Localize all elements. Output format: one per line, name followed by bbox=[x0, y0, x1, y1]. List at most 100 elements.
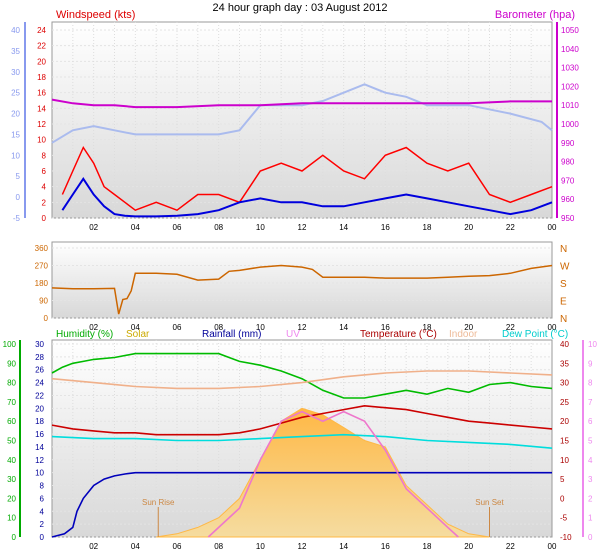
uv-tick-label: 2 bbox=[588, 494, 593, 503]
climate-x-tick-label: 00 bbox=[548, 542, 557, 551]
wind-tick-label: 18 bbox=[37, 73, 46, 82]
direction-x-tick-label: 06 bbox=[173, 323, 182, 332]
rain-tick-label: 30 bbox=[35, 340, 44, 349]
gust-tick-label: 5 bbox=[16, 172, 21, 181]
temperature-tick-label: -5 bbox=[560, 514, 568, 523]
wind-tick-label: 12 bbox=[37, 120, 46, 129]
gust-tick-label: 30 bbox=[11, 68, 20, 77]
barometer-tick-label: 1050 bbox=[561, 26, 579, 35]
humidity-tick-label: 80 bbox=[7, 379, 16, 388]
wind-tick-label: 20 bbox=[37, 57, 46, 66]
wind-tick-label: 10 bbox=[37, 136, 46, 145]
gust-tick-label: 10 bbox=[11, 151, 20, 160]
rain-tick-label: 12 bbox=[35, 456, 44, 465]
temperature-tick-label: -10 bbox=[560, 533, 572, 542]
barometer-tick-label: 1020 bbox=[561, 82, 579, 91]
temperature-tick-label: 5 bbox=[560, 475, 565, 484]
rain-tick-label: 8 bbox=[40, 482, 45, 491]
series-line bbox=[51, 264, 553, 315]
series-line bbox=[51, 83, 553, 144]
gust-tick-label: 25 bbox=[11, 89, 20, 98]
legend-item: Humidity (%) bbox=[56, 329, 113, 340]
panel-wind-background bbox=[51, 21, 553, 219]
gust-tick-label: 40 bbox=[11, 26, 20, 35]
climate-x-tick-label: 20 bbox=[464, 542, 473, 551]
wind-x-tick-label: 06 bbox=[173, 223, 182, 232]
rain-tick-label: 14 bbox=[35, 443, 44, 452]
legend-item: Indoor bbox=[449, 329, 478, 340]
legend-item: UV bbox=[286, 329, 300, 340]
humidity-tick-label: 0 bbox=[12, 533, 17, 542]
compass-label: N bbox=[560, 314, 567, 325]
direction-x-tick-label: 16 bbox=[381, 323, 390, 332]
uv-tick-label: 5 bbox=[588, 437, 593, 446]
wind-tick-label: 8 bbox=[42, 151, 47, 160]
series-line bbox=[51, 98, 552, 109]
legend-item: Temperature (°C) bbox=[360, 329, 437, 340]
gust-tick-label: 15 bbox=[11, 130, 20, 139]
rain-tick-label: 26 bbox=[35, 366, 44, 375]
wind-tick-label: 0 bbox=[42, 214, 47, 223]
rain-tick-label: 24 bbox=[35, 379, 44, 388]
direction-tick-label: 360 bbox=[35, 244, 49, 253]
chart-title: 24 hour graph day : 03 August 2012 bbox=[213, 2, 388, 14]
direction-x-tick-label: 20 bbox=[464, 323, 473, 332]
series-line bbox=[61, 176, 553, 218]
series-line bbox=[207, 410, 459, 538]
direction-x-tick-label: 22 bbox=[506, 323, 515, 332]
gust-tick-label: 0 bbox=[16, 193, 21, 202]
compass-label: N bbox=[560, 244, 567, 255]
series-line bbox=[51, 404, 553, 436]
compass-label: W bbox=[560, 262, 570, 273]
gust-tick-label: 20 bbox=[11, 110, 20, 119]
barometer-axis-title: Barometer (hpa) bbox=[495, 9, 575, 21]
wind-x-tick-label: 12 bbox=[298, 223, 307, 232]
rain-tick-label: 6 bbox=[40, 494, 45, 503]
wind-x-tick-label: 22 bbox=[506, 223, 515, 232]
gust-tick-label: -5 bbox=[13, 214, 21, 223]
rain-tick-label: 0 bbox=[40, 533, 45, 542]
climate-x-tick-label: 04 bbox=[131, 542, 140, 551]
uv-tick-label: 9 bbox=[588, 359, 593, 368]
wind-tick-label: 2 bbox=[42, 198, 47, 207]
wind-x-tick-label: 02 bbox=[89, 223, 98, 232]
climate-x-tick-label: 14 bbox=[339, 542, 348, 551]
barometer-tick-label: 1010 bbox=[561, 101, 579, 110]
humidity-tick-label: 100 bbox=[3, 340, 17, 349]
uv-tick-label: 8 bbox=[588, 379, 593, 388]
direction-x-tick-label: 08 bbox=[214, 323, 223, 332]
direction-tick-label: 0 bbox=[44, 314, 49, 323]
series-line bbox=[51, 370, 553, 390]
direction-x-tick-label: 04 bbox=[131, 323, 140, 332]
annotation-label: Sun Rise bbox=[142, 498, 175, 507]
barometer-tick-label: 950 bbox=[561, 214, 575, 223]
series-line bbox=[51, 352, 553, 399]
barometer-tick-label: 1000 bbox=[561, 120, 579, 129]
series-line bbox=[51, 471, 552, 538]
humidity-tick-label: 10 bbox=[7, 514, 16, 523]
temperature-tick-label: 0 bbox=[560, 494, 565, 503]
uv-tick-label: 7 bbox=[588, 398, 593, 407]
direction-tick-label: 180 bbox=[35, 279, 49, 288]
wind-tick-label: 16 bbox=[37, 89, 46, 98]
temperature-tick-label: 10 bbox=[560, 456, 569, 465]
climate-x-tick-label: 10 bbox=[256, 542, 265, 551]
barometer-tick-label: 970 bbox=[561, 176, 575, 185]
rain-tick-label: 16 bbox=[35, 430, 44, 439]
temperature-tick-label: 40 bbox=[560, 340, 569, 349]
rain-tick-label: 18 bbox=[35, 417, 44, 426]
humidity-tick-label: 20 bbox=[7, 494, 16, 503]
temperature-tick-label: 25 bbox=[560, 398, 569, 407]
rain-tick-label: 28 bbox=[35, 353, 44, 362]
wind-tick-label: 24 bbox=[37, 26, 46, 35]
temperature-tick-label: 35 bbox=[560, 359, 569, 368]
uv-tick-label: 6 bbox=[588, 417, 593, 426]
uv-tick-label: 0 bbox=[588, 533, 593, 542]
climate-x-tick-label: 18 bbox=[423, 542, 432, 551]
temperature-tick-label: 20 bbox=[560, 417, 569, 426]
climate-x-tick-label: 06 bbox=[173, 542, 182, 551]
temperature-tick-label: 15 bbox=[560, 437, 569, 446]
panel-direction-background bbox=[51, 241, 553, 319]
climate-x-tick-label: 08 bbox=[214, 542, 223, 551]
rain-tick-label: 4 bbox=[40, 507, 45, 516]
